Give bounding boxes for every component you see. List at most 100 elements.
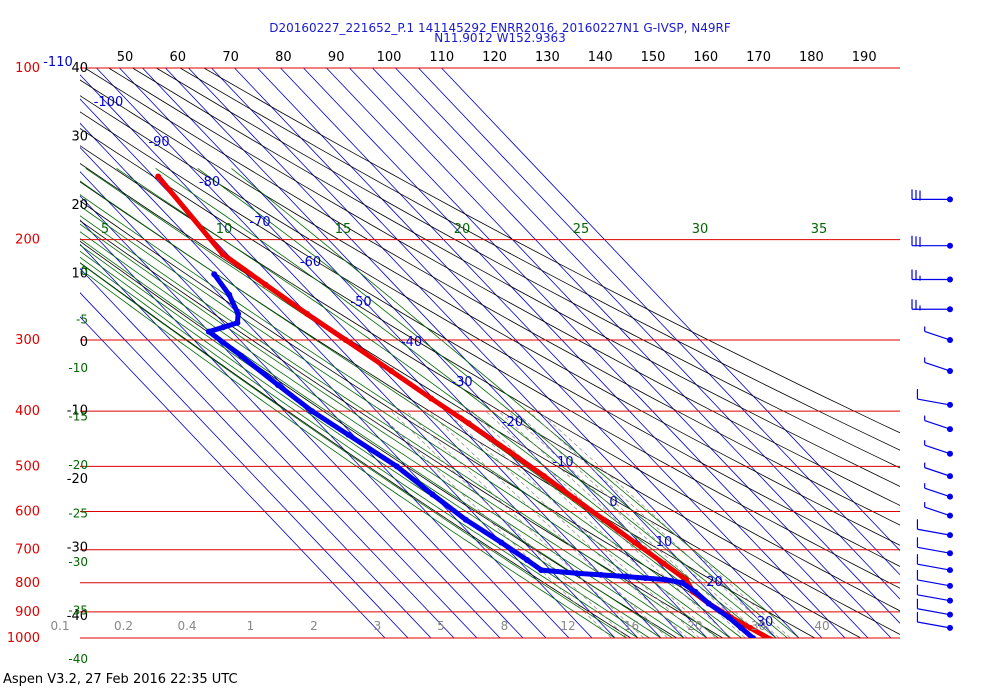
- moist-adiabat-line: [80, 250, 650, 638]
- dry-adiabat-line: [80, 145, 900, 635]
- wind-barb-staff: [917, 398, 951, 406]
- moist-adiabat-top-label: 10: [216, 222, 233, 237]
- mixing-ratio-label: 2: [310, 619, 318, 633]
- moist-adiabat-line: [197, 168, 788, 638]
- left-moist-label: -35: [68, 604, 88, 618]
- dewpoint-profile-point: [750, 635, 756, 638]
- dewpoint-profile-point: [679, 579, 686, 586]
- wind-barb-staff: [924, 420, 951, 430]
- left-temperature-label: 20: [71, 198, 88, 213]
- mixing-ratio-label: 30: [751, 619, 766, 633]
- wind-barb: [916, 537, 953, 557]
- mixing-ratio-label: 0.1: [50, 619, 69, 633]
- dewpoint-profile-point: [705, 600, 712, 607]
- wind-barb: [916, 569, 953, 589]
- moist-adiabat-line: [80, 180, 742, 638]
- mixing-ratio-label: 12: [560, 619, 575, 633]
- isotherm-label: 30: [757, 615, 774, 630]
- isotherm-line: [257, 68, 800, 638]
- dewpoint-profile-point: [598, 571, 605, 578]
- dewpoint-profile-point: [211, 271, 218, 278]
- dewpoint-profile-point: [462, 516, 469, 523]
- wind-barb-staff: [917, 546, 951, 554]
- top-scale-label: 150: [641, 50, 666, 65]
- wind-barb: [916, 554, 953, 574]
- mixing-ratio-label: 8: [501, 619, 509, 633]
- wind-barb: [916, 519, 953, 539]
- isotherm-line: [80, 292, 409, 638]
- left-moist-label: -10: [68, 361, 88, 375]
- dewpoint-profile-point: [345, 431, 352, 438]
- top-scale-label: 130: [535, 50, 560, 65]
- temperature-profile-point: [428, 395, 435, 402]
- dry-adiabat-line: [203, 68, 900, 434]
- mixing-ratio-label: 3: [374, 619, 382, 633]
- wind-barb-staff: [924, 506, 951, 517]
- isotherm-label: -60: [300, 255, 321, 270]
- left-temperature-label: -10: [67, 404, 88, 419]
- temperature-profile-point: [541, 473, 547, 480]
- top-scale-label: 90: [328, 50, 345, 65]
- isotherm-line: [441, 68, 900, 552]
- isotherm-line: [142, 68, 685, 638]
- moist-adiabat-line: [80, 262, 627, 638]
- isotherm-line: [80, 122, 570, 638]
- temperature-profile-point: [683, 576, 690, 583]
- mixing-ratio-line: [471, 410, 716, 638]
- dewpoint-profile-point: [573, 570, 580, 577]
- isotherm-label: -40: [401, 335, 422, 350]
- wind-barb-staff: [917, 621, 951, 629]
- temperature-profile-point: [600, 516, 607, 523]
- pressure-label: 600: [15, 505, 40, 520]
- wind-barb-staff: [917, 594, 951, 602]
- pressure-label: 400: [15, 404, 40, 419]
- wind-barb: [924, 415, 953, 433]
- isotherm-label: -90: [148, 135, 169, 150]
- pressure-label: 100: [15, 61, 40, 76]
- temperature-profile-point: [767, 636, 774, 638]
- dewpoint-profile-point: [662, 576, 669, 583]
- isotherm-label: 10: [656, 535, 673, 550]
- left-moist-label: -40: [68, 652, 88, 666]
- left-temperature-label: 40: [71, 61, 88, 76]
- dewpoint-profile-point: [309, 408, 316, 415]
- left-temperature-label: 30: [71, 130, 88, 145]
- wind-barb-staff: [924, 330, 951, 341]
- isotherm-label: -30: [451, 375, 472, 390]
- mixing-ratio-label: 16: [624, 619, 639, 633]
- dry-adiabat-line: [156, 68, 900, 469]
- left-moist-label: -25: [68, 507, 88, 521]
- dewpoint-profile-point: [393, 463, 400, 470]
- dewpoint-profile-point: [205, 328, 212, 335]
- top-scale-label: 190: [852, 50, 877, 65]
- temperature-profile-point: [747, 624, 754, 631]
- isotherm-label: -10: [552, 455, 573, 470]
- left-temperature-label: 0: [80, 335, 88, 350]
- isotherm-line: [80, 267, 432, 638]
- footer-text: Aspen V3.2, 27 Feb 2016 22:35 UTC: [3, 672, 238, 687]
- top-scale-label: 170: [746, 50, 771, 65]
- wind-barb-staff: [917, 579, 951, 587]
- left-temperature-label: -40: [67, 609, 88, 624]
- pressure-label: 800: [15, 576, 40, 591]
- isotherm-line: [372, 68, 900, 624]
- left-moist-label: -5: [76, 313, 88, 327]
- dewpoint-profile-point: [235, 310, 242, 317]
- wind-barb: [911, 189, 953, 203]
- temperature-profile-point: [505, 448, 512, 455]
- mixing-ratio-label: 1: [247, 619, 255, 633]
- dry-adiabat-line: [80, 95, 900, 567]
- dry-adiabat-line: [179, 68, 900, 451]
- temperature-profile-point: [304, 310, 311, 317]
- isotherm-line: [418, 68, 900, 576]
- dewpoint-profile-point: [275, 382, 282, 389]
- left-moist-label: -20: [68, 458, 88, 472]
- isotherm-label: -70: [249, 215, 270, 230]
- top-scale-label: 140: [588, 50, 613, 65]
- isotherm-line: [80, 219, 478, 638]
- moist-adiabat-line: [80, 256, 639, 638]
- top-scale-label: 160: [693, 50, 718, 65]
- dewpoint-profile-point: [738, 624, 745, 631]
- isotherm-label: -100: [94, 95, 124, 110]
- isotherm-label: -50: [350, 295, 371, 310]
